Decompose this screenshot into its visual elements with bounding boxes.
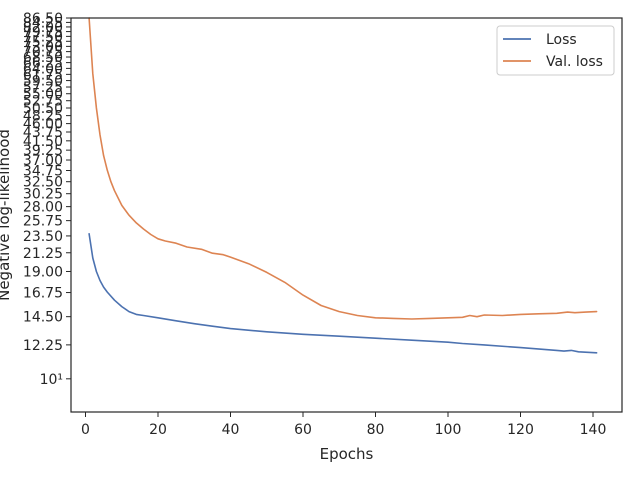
y-tick-label: 86.50 xyxy=(23,11,63,27)
y-tick-label: 66.25 xyxy=(23,56,63,72)
y-tick-label: 52.75 xyxy=(23,94,63,110)
y-axis-label: Negative log-likelihood xyxy=(0,129,13,301)
y-tick-label: 55.00 xyxy=(23,87,63,103)
y-tick-label: 14.50 xyxy=(23,310,63,326)
y-tick-label: 64.00 xyxy=(23,61,63,77)
y-tick-label: 23.50 xyxy=(23,229,63,245)
x-tick-label: 80 xyxy=(367,422,385,438)
y-tick-label: 41.50 xyxy=(23,134,63,150)
x-tick-label: 100 xyxy=(435,422,462,438)
y-tick-label: 73.00 xyxy=(23,39,63,55)
y-tick-label: 34.75 xyxy=(23,164,63,180)
x-tick-label: 40 xyxy=(222,422,240,438)
y-tick-label: 48.25 xyxy=(23,109,63,125)
legend-label: Val. loss xyxy=(546,54,603,70)
y-tick-label: 50.50 xyxy=(23,101,63,117)
x-tick-label: 120 xyxy=(507,422,534,438)
legend-label: Loss xyxy=(546,32,577,48)
y-tick-label: 68.50 xyxy=(23,50,63,66)
y-tick-label: 19.00 xyxy=(23,264,63,280)
x-tick-label: 60 xyxy=(294,422,312,438)
plot-frame xyxy=(70,17,623,413)
y-tick-label: 59.50 xyxy=(23,74,63,90)
y-tick-label: 84.25 xyxy=(23,15,63,31)
y-tick-label: 70.75 xyxy=(23,45,63,61)
y-tick-label: 46.00 xyxy=(23,117,63,133)
y-tick-label: 39.25 xyxy=(23,143,63,159)
x-axis-label: Epochs xyxy=(320,445,374,463)
y-tick-label: 10¹ xyxy=(40,372,63,388)
y-tick-label: 82.00 xyxy=(23,20,63,36)
y-tick-label: 75.25 xyxy=(23,34,63,50)
y-tick-label: 28.00 xyxy=(23,200,63,216)
y-axis: 10¹ 12.25 14.50 16.75 19.00 21.2523.5025.7528… xyxy=(23,11,71,388)
plot-lines xyxy=(88,17,598,354)
y-tick-label: 79.75 xyxy=(23,25,63,41)
x-axis: 0 20 40 60 80 100 120 140 xyxy=(81,412,606,438)
y-tick-label: 16.75 xyxy=(23,286,63,302)
series-line-val-loss xyxy=(88,17,598,320)
y-tick-label: 32.50 xyxy=(23,175,63,191)
y-tick-label: 37.00 xyxy=(23,153,63,169)
x-tick-label: 140 xyxy=(580,422,607,438)
y-tick-label: 21.25 xyxy=(23,246,63,262)
y-tick-label: 25.75 xyxy=(23,214,63,230)
y-tick-label: 61.75 xyxy=(23,67,63,83)
y-tick-label: 43.75 xyxy=(23,125,63,141)
y-tick-label: 77.50 xyxy=(23,29,63,45)
y-tick-label: 12.25 xyxy=(23,338,63,354)
x-tick-label: 20 xyxy=(149,422,167,438)
series-line-loss xyxy=(88,233,598,354)
y-tick-label: 30.25 xyxy=(23,187,63,203)
y-tick-label: 57.25 xyxy=(23,80,63,96)
legend: Loss Val. loss xyxy=(496,25,615,76)
x-tick-label: 0 xyxy=(81,422,90,438)
